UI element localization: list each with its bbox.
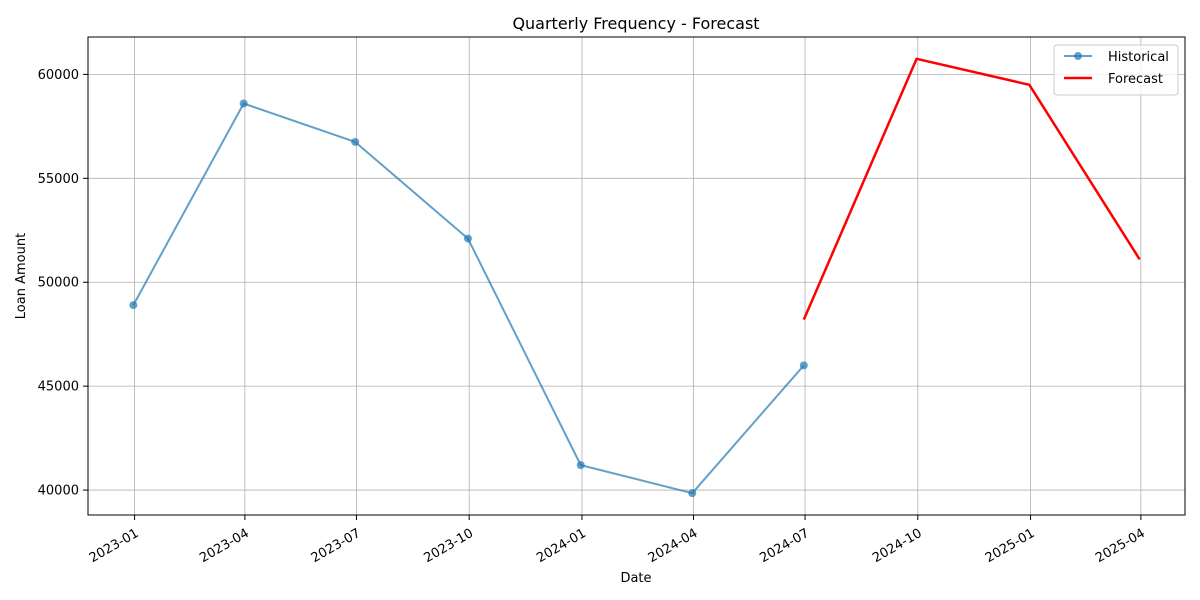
- x-tick-label: 2025-04: [1093, 526, 1148, 566]
- y-tick-label: 50000: [38, 276, 79, 291]
- forecast-series-line: [802, 57, 1141, 321]
- x-tick-label: 2024-07: [757, 526, 812, 566]
- y-tick-label: 45000: [38, 380, 79, 395]
- y-axis: 40000 45000 50000 55000 60000: [38, 68, 88, 499]
- historical-data-point: [239, 99, 248, 108]
- historical-series-line: [132, 102, 805, 495]
- historical-data-point: [688, 489, 697, 498]
- x-tick-label: 2024-04: [646, 526, 701, 566]
- historical-data-point: [351, 137, 360, 146]
- x-tick-label: 2025-01: [983, 526, 1038, 566]
- x-axis: 2023-01 2023-04 2023-07 2023-10 2024-01 2024-…: [87, 515, 1148, 566]
- historical-data-point: [463, 234, 472, 243]
- historical-data-point: [799, 361, 808, 370]
- y-tick-label: 55000: [38, 172, 79, 187]
- legend-historical-label: Historical: [1108, 50, 1169, 65]
- y-axis-label: Loan Amount: [14, 233, 29, 319]
- x-tick-label: 2023-04: [197, 526, 252, 566]
- x-axis-label: Date: [620, 571, 651, 586]
- grid: [88, 37, 1185, 515]
- x-tick-label: 2023-10: [422, 526, 477, 566]
- legend-forecast-label: Forecast: [1108, 72, 1163, 87]
- chart-title: Quarterly Frequency - Forecast: [512, 14, 759, 33]
- y-tick-label: 40000: [38, 484, 79, 499]
- x-tick-label: 2024-01: [534, 526, 589, 566]
- legend-historical-marker: [1074, 52, 1082, 60]
- historical-data-point: [129, 301, 138, 310]
- x-tick-label: 2023-01: [87, 526, 142, 566]
- historical-data-point: [576, 461, 585, 470]
- y-tick-label: 60000: [38, 68, 79, 83]
- x-tick-label: 2024-10: [870, 526, 925, 566]
- x-tick-label: 2023-07: [309, 526, 364, 566]
- series-layer: [129, 57, 1141, 498]
- plot-area-frame: [87, 36, 1186, 516]
- legend-frame: [1053, 44, 1179, 96]
- legend: Historical Forecast: [1053, 44, 1179, 96]
